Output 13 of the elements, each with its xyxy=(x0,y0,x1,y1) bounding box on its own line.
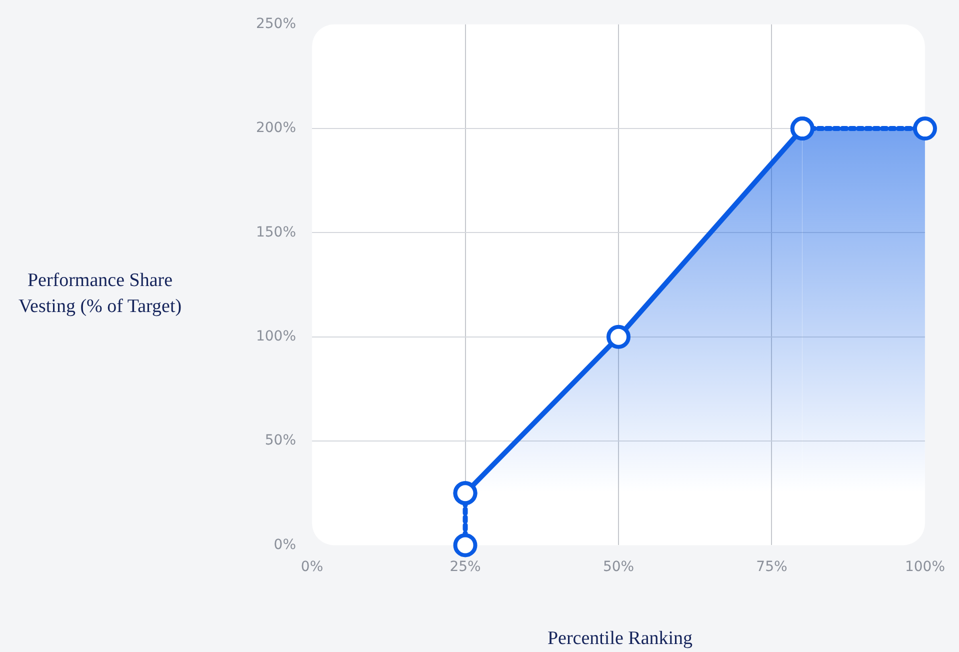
y-tick-label: 150% xyxy=(256,224,296,240)
x-tick-label: 25% xyxy=(450,559,481,576)
y-tick-label: 250% xyxy=(256,16,296,32)
y-tick-label: 50% xyxy=(264,432,296,449)
x-axis-title: Percentile Ranking xyxy=(546,628,694,650)
y-axis-title: Performance Share Vesting (% of Target) xyxy=(17,269,183,319)
x-tick-label: 50% xyxy=(602,559,634,576)
x-tick-label: 75% xyxy=(756,559,788,576)
y-tick-label: 100% xyxy=(256,328,296,345)
x-tick-label: 100% xyxy=(904,559,946,576)
x-tick-label: 0% xyxy=(300,559,324,576)
y-tick-label: 200% xyxy=(256,120,296,136)
y-tick-label: 0% xyxy=(274,536,296,553)
